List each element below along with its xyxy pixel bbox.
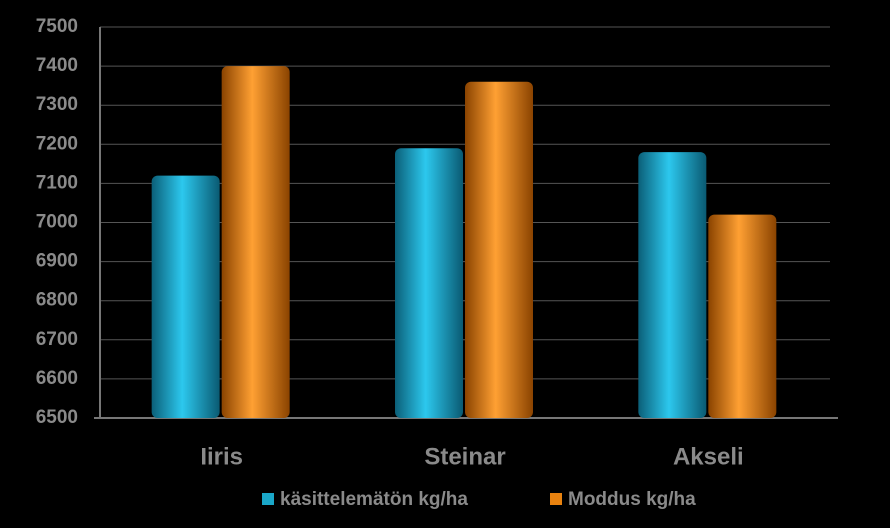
x-tick-label: Iiris bbox=[200, 443, 243, 470]
legend-swatch bbox=[550, 493, 562, 505]
x-tick-label: Akseli bbox=[673, 443, 744, 470]
bar bbox=[708, 214, 777, 418]
bar bbox=[465, 81, 533, 419]
x-tick-label: Steinar bbox=[424, 443, 505, 470]
bar bbox=[151, 175, 220, 418]
y-tick-label: 7100 bbox=[36, 172, 78, 193]
legend-label: Moddus kg/ha bbox=[568, 489, 696, 510]
y-tick-label: 6900 bbox=[36, 251, 78, 272]
y-tick-label: 6600 bbox=[36, 368, 78, 389]
bar bbox=[395, 148, 463, 418]
bar bbox=[221, 66, 290, 418]
y-tick-label: 6500 bbox=[36, 407, 78, 428]
bar bbox=[638, 152, 707, 418]
y-tick-label: 7500 bbox=[36, 16, 78, 37]
y-tick-label: 7300 bbox=[36, 94, 78, 115]
y-tick-label: 7200 bbox=[36, 133, 78, 154]
legend-label: käsittelemätön kg/ha bbox=[280, 489, 468, 510]
legend-swatch bbox=[262, 493, 274, 505]
y-tick-label: 7000 bbox=[36, 212, 78, 233]
y-tick-label: 6700 bbox=[36, 329, 78, 350]
y-tick-label: 7400 bbox=[36, 55, 78, 76]
y-tick-label: 6800 bbox=[36, 290, 78, 311]
